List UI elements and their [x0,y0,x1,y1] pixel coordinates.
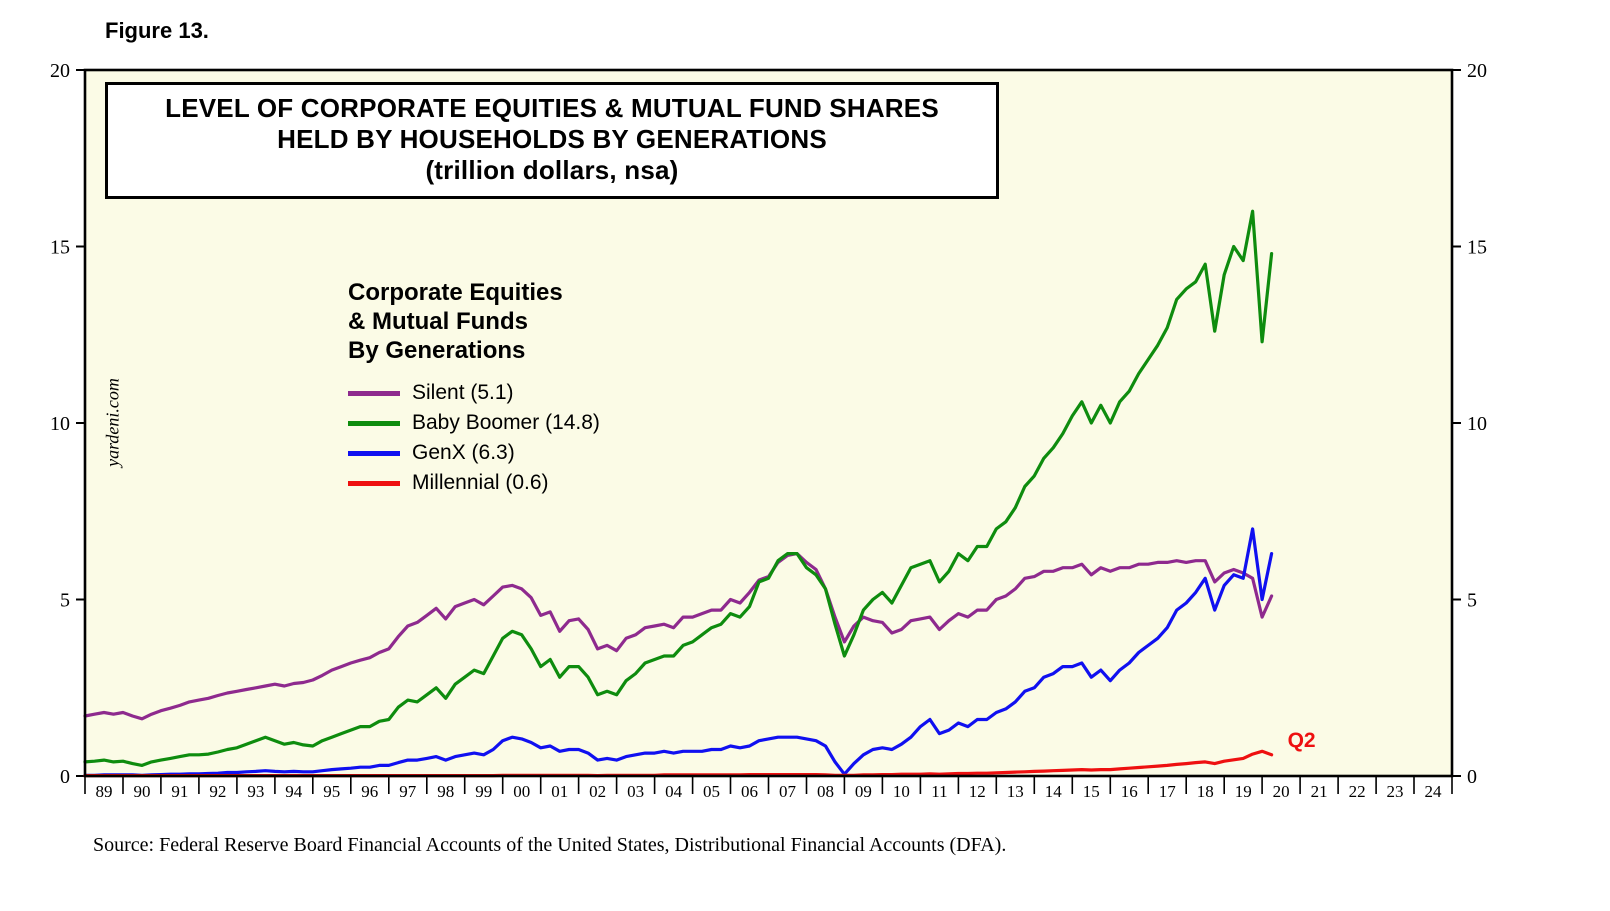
x-tick-label: 00 [513,782,530,801]
legend-heading-line3: By Generations [348,337,526,364]
plot-frame [83,68,1454,778]
figure-number-label: Figure 13. [105,18,209,43]
chart-legend: Corporate Equities & Mutual Funds By Gen… [348,278,600,498]
x-tick-label: 16 [1121,782,1138,801]
x-tick-label: 94 [285,782,303,801]
y-tick-label-right: 20 [1467,60,1487,82]
x-tick-label: 97 [399,782,417,801]
x-tick-label: 99 [475,782,492,801]
y-tick-label-left: 20 [50,60,70,82]
x-tick-label: 24 [1425,782,1443,801]
x-tick-label: 12 [969,782,986,801]
x-tick-label: 95 [323,782,340,801]
series-line-boomer [83,209,1274,768]
x-tick-label: 09 [855,782,872,801]
legend-swatch-silent [348,390,400,396]
x-tick-label: 22 [1349,782,1366,801]
series-line-genx [83,527,1274,777]
x-tick-label: 96 [361,782,378,801]
legend-label-baby-boomer: Baby Boomer (14.8) [412,411,600,434]
x-tick-label: 15 [1083,782,1100,801]
y-tick-label-right: 15 [1467,237,1487,259]
chart-title-line2: HELD BY HOUSEHOLDS BY GENERATIONS [277,124,827,154]
x-tick-label: 01 [551,782,568,801]
x-tick-label: 17 [1159,782,1177,801]
x-tick-label: 19 [1235,782,1252,801]
series-line-silent [83,551,1274,721]
x-tick-label: 90 [134,782,151,801]
legend-swatch-millennial [348,480,400,486]
x-tick-label: 98 [437,782,454,801]
x-tick-label: 04 [665,782,683,801]
x-tick-label: 03 [627,782,644,801]
x-tick-label: 11 [931,782,947,801]
legend-label-silent: Silent (5.1) [412,381,514,404]
x-tick-label: 06 [741,782,758,801]
x-tick-label: 92 [209,782,226,801]
y-tick-label-left: 0 [60,766,70,788]
legend-label-millennial: Millennial (0.6) [412,471,549,494]
x-tick-label: 02 [589,782,606,801]
x-tick-label: 07 [779,782,797,801]
x-tick-label: 93 [247,782,264,801]
x-tick-label: 10 [893,782,910,801]
yardeni-watermark: yardeni.com [102,378,123,467]
x-tick-label: 18 [1197,782,1214,801]
y-tick-label-right: 0 [1467,766,1477,788]
x-tick-label: 21 [1311,782,1328,801]
x-tick-label: 13 [1007,782,1024,801]
legend-swatch-baby-boomer [348,420,400,426]
y-tick-label-left: 5 [60,590,70,612]
legend-item-silent: Silent (5.1) [348,378,600,408]
chart-title-line3: (trillion dollars, nsa) [425,155,679,185]
x-tick-label: 89 [96,782,113,801]
y-tick-label-left: 10 [50,413,70,435]
x-tick-label: 91 [171,782,188,801]
legend-heading-line2: & Mutual Funds [348,308,528,335]
legend-label-genx: GenX (6.3) [412,441,515,464]
legend-item-baby-boomer: Baby Boomer (14.8) [348,408,600,438]
legend-item-millennial: Millennial (0.6) [348,468,600,498]
y-tick-label-right: 10 [1467,413,1487,435]
legend-items: Silent (5.1) Baby Boomer (14.8) GenX (6.… [348,378,600,498]
q2-annotation: Q2 [1288,729,1316,752]
legend-heading-line1: Corporate Equities [348,279,563,306]
x-tick-label: 08 [817,782,834,801]
x-tick-label: 14 [1045,782,1063,801]
x-tick-label: 20 [1273,782,1290,801]
chart-title-box: LEVEL OF CORPORATE EQUITIES & MUTUAL FUN… [105,82,999,199]
y-tick-label-left: 15 [50,237,70,259]
source-citation: Source: Federal Reserve Board Financial … [93,834,1007,856]
legend-swatch-genx [348,450,400,456]
x-tick-label: 23 [1387,782,1404,801]
y-tick-label-right: 5 [1467,590,1477,612]
chart-title-line1: LEVEL OF CORPORATE EQUITIES & MUTUAL FUN… [165,93,939,123]
legend-item-genx: GenX (6.3) [348,438,600,468]
legend-heading: Corporate Equities & Mutual Funds By Gen… [348,278,600,365]
x-tick-label: 05 [703,782,720,801]
